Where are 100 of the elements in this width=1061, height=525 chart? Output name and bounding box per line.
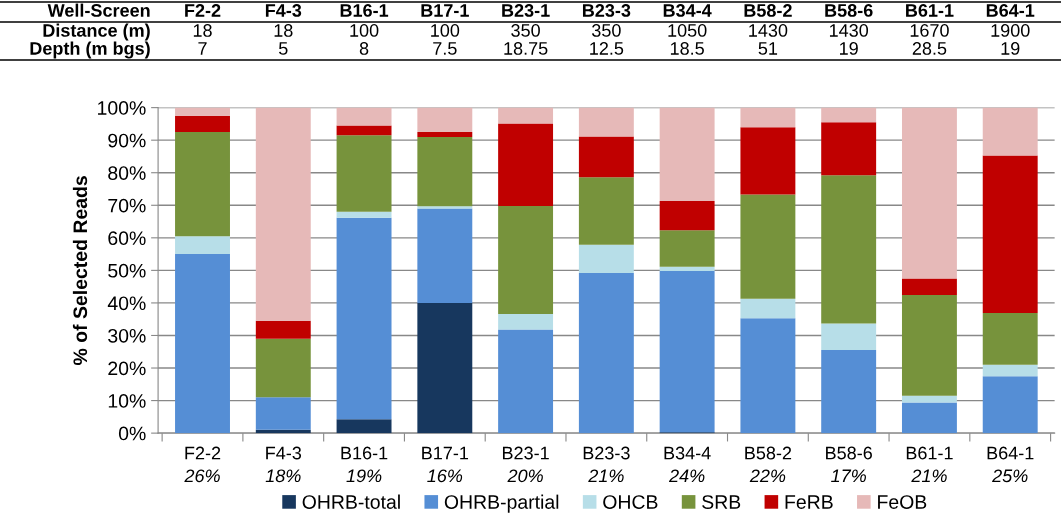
text: 350 bbox=[511, 24, 540, 37]
text: 1670 bbox=[910, 24, 949, 37]
legend-label: FeRB bbox=[785, 495, 833, 509]
text: 18 bbox=[193, 24, 212, 37]
x-tick-label: B16-1 bbox=[341, 446, 388, 460]
bar bbox=[417, 206, 473, 209]
y-tick-label: 60% bbox=[108, 231, 146, 246]
bar bbox=[740, 318, 796, 434]
bar bbox=[255, 320, 311, 339]
bar bbox=[740, 298, 796, 319]
bar bbox=[982, 376, 1038, 434]
bar bbox=[255, 429, 311, 434]
text: 18 bbox=[274, 24, 293, 37]
text: 25% bbox=[992, 469, 1028, 483]
bar bbox=[982, 313, 1038, 365]
y-tick-label: 30% bbox=[108, 328, 146, 343]
bar bbox=[740, 127, 796, 195]
bar bbox=[498, 205, 554, 314]
text: Depth (m bgs) bbox=[30, 41, 150, 59]
legend-label: OHRB-total bbox=[302, 494, 400, 509]
bar bbox=[498, 329, 554, 434]
y-tick-label: 40% bbox=[107, 296, 146, 311]
legend-label: OHCB bbox=[603, 495, 658, 509]
bar bbox=[175, 107, 230, 116]
bar bbox=[901, 295, 957, 396]
text: 1430 bbox=[829, 24, 869, 37]
bar bbox=[498, 107, 554, 124]
text: 8 bbox=[359, 42, 369, 55]
x-tick-label: B58-2 bbox=[745, 446, 792, 460]
bar bbox=[417, 132, 473, 137]
text: 24% bbox=[668, 469, 705, 483]
text: 1430 bbox=[749, 24, 788, 37]
bar bbox=[175, 132, 230, 237]
x-tick-label: B23-3 bbox=[583, 446, 630, 460]
text: 22% bbox=[749, 469, 786, 483]
bar bbox=[336, 217, 392, 420]
x-tick-label: B34-4 bbox=[664, 446, 711, 460]
bar bbox=[659, 271, 715, 433]
text: 28.5 bbox=[912, 42, 947, 55]
bar bbox=[255, 107, 311, 321]
legend-label: FeOB bbox=[878, 495, 927, 509]
text: 12.5 bbox=[590, 42, 624, 55]
y-tick-label: 0% bbox=[118, 426, 146, 441]
text: 17% bbox=[831, 469, 866, 483]
text: 100 bbox=[431, 24, 460, 37]
text: 350 bbox=[591, 24, 621, 37]
x-tick-label: F2-2 bbox=[185, 446, 221, 460]
text: B16-1 bbox=[340, 4, 389, 17]
bar bbox=[336, 419, 392, 434]
text: B58-6 bbox=[825, 4, 873, 17]
bar bbox=[255, 338, 311, 398]
text: 16% bbox=[427, 469, 463, 483]
text: 26% bbox=[184, 469, 220, 483]
text: B23-1 bbox=[502, 4, 550, 17]
text: 7.5 bbox=[433, 42, 457, 55]
text: 1050 bbox=[668, 24, 707, 37]
bar bbox=[821, 175, 877, 324]
bar bbox=[336, 107, 392, 126]
bar bbox=[821, 350, 877, 434]
y-tick-label: 10% bbox=[108, 394, 146, 408]
x-tick-label: B64-1 bbox=[987, 446, 1034, 460]
bar bbox=[578, 107, 634, 137]
bar bbox=[417, 107, 473, 133]
text: 19% bbox=[346, 469, 382, 483]
text: B61-1 bbox=[906, 4, 954, 17]
text: 21% bbox=[911, 469, 947, 483]
bar bbox=[982, 155, 1038, 314]
bar bbox=[659, 230, 715, 267]
text: 7 bbox=[198, 42, 207, 55]
bar bbox=[901, 278, 957, 296]
bar bbox=[740, 107, 796, 128]
text: B58-2 bbox=[744, 4, 792, 17]
bar bbox=[417, 136, 473, 207]
bar bbox=[659, 266, 715, 272]
bar bbox=[901, 395, 957, 403]
bar bbox=[336, 125, 392, 136]
bar bbox=[821, 107, 877, 123]
bar bbox=[821, 323, 877, 351]
text: B34-4 bbox=[663, 4, 712, 17]
text: 18.75 bbox=[504, 42, 548, 55]
y-tick-label: 70% bbox=[108, 198, 146, 213]
text: 5 bbox=[278, 42, 288, 55]
y-tick-label: 100% bbox=[98, 101, 146, 115]
text: 18% bbox=[265, 469, 301, 483]
bar bbox=[255, 397, 311, 430]
bar bbox=[417, 302, 473, 434]
bar bbox=[175, 236, 230, 255]
text: B23-3 bbox=[582, 4, 631, 17]
bar bbox=[578, 177, 634, 245]
bar bbox=[578, 136, 634, 178]
text: 21% bbox=[588, 469, 624, 483]
bar bbox=[982, 107, 1038, 156]
x-tick-label: B23-1 bbox=[502, 446, 549, 460]
bar bbox=[659, 107, 715, 202]
y-tick-label: 20% bbox=[108, 361, 146, 376]
bar bbox=[740, 194, 796, 299]
bar bbox=[175, 254, 230, 434]
bar bbox=[498, 123, 554, 206]
bar bbox=[578, 244, 634, 273]
text: 1900 bbox=[991, 24, 1030, 37]
